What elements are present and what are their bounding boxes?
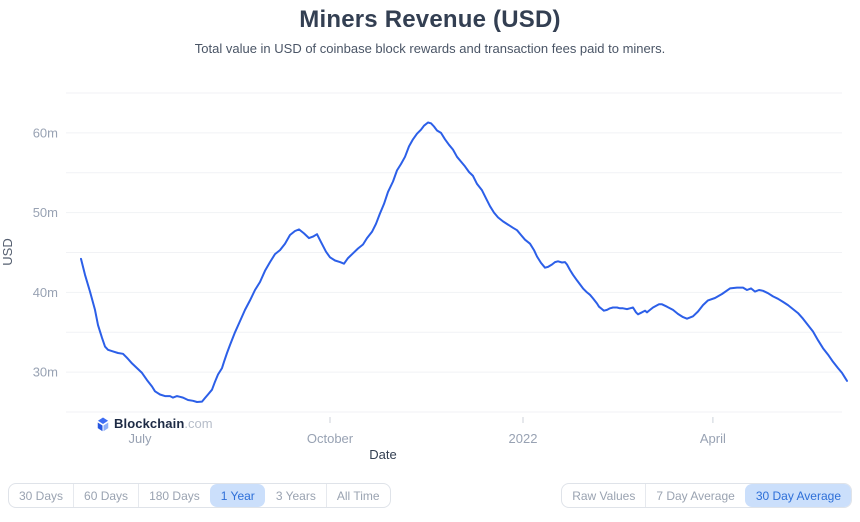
y-axis-title: USD [0,238,15,265]
blockchain-icon [97,417,109,431]
x-tick-label: 2022 [509,431,538,446]
y-tick-label: 30m [33,365,58,380]
y-tick-label: 50m [33,205,58,220]
x-tick-label: October [307,431,354,446]
raw-values-button[interactable]: Raw Values [562,484,645,507]
range-all-time-button[interactable]: All Time [325,484,390,507]
page-subtitle: Total value in USD of coinbase block rew… [194,41,666,56]
y-tick-label: 60m [33,125,58,140]
x-tick-label: July [128,431,152,446]
chart-header: Miners Revenue (USD) Total value in USD … [0,6,860,56]
range-180-days-button[interactable]: 180 Days [138,484,210,507]
range-1-year-button[interactable]: 1 Year [209,484,265,507]
range-3-years-button[interactable]: 3 Years [265,484,326,507]
x-tick-label: April [700,431,726,446]
30-day-average-button[interactable]: 30 Day Average [744,484,851,507]
revenue-line-series[interactable] [80,121,848,403]
y-tick-label: 40m [33,285,58,300]
blockchain-logo[interactable]: Blockchain.com [96,414,216,434]
logo-brand-text: Blockchain [114,416,185,431]
range-60-days-button[interactable]: 60 Days [73,484,138,507]
page-title: Miners Revenue (USD) [299,6,561,33]
logo-suffix-text: .com [184,416,213,431]
time-range-button-group: 30 Days 60 Days 180 Days 1 Year 3 Years … [8,483,391,508]
range-30-days-button[interactable]: 30 Days [9,484,73,507]
aggregation-button-group: Raw Values 7 Day Average 30 Day Average [561,483,852,508]
x-axis-title: Date [369,447,396,462]
7-day-average-button[interactable]: 7 Day Average [645,484,745,507]
